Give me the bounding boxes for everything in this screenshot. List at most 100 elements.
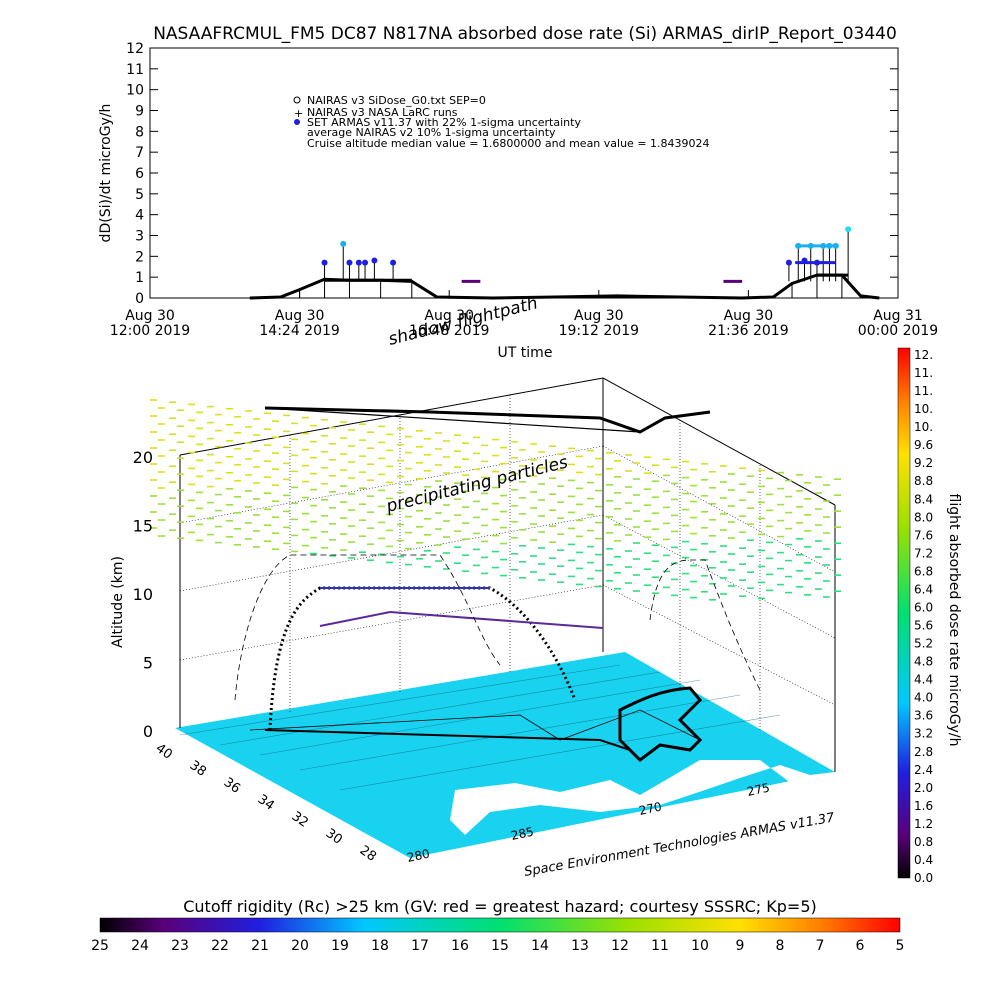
altitude-ticks: 0 5 10 15 20 xyxy=(133,448,153,741)
dose-rate-tick-label: 4.4 xyxy=(914,673,933,687)
legend-item-2: NAIRAS v3 NASA LaRC runs xyxy=(307,106,458,119)
rigidity-tick-label: 18 xyxy=(371,938,389,954)
dose-rate-tick-label: 10. xyxy=(914,402,933,416)
altitude-tick-label: 15 xyxy=(133,517,153,536)
ground-track-cluster xyxy=(618,686,703,762)
dose-rate-tick-label: 3.2 xyxy=(914,727,933,741)
y-tick-label: 10 xyxy=(126,83,144,99)
y-tick-label: 8 xyxy=(135,124,144,140)
legend-item-1: NAIRAS v3 SiDose_G0.txt SEP=0 xyxy=(307,94,486,107)
latitude-tick-label: 34 xyxy=(255,792,277,814)
y-tick-label: 1 xyxy=(135,270,144,286)
rigidity-tick-label: 15 xyxy=(491,938,509,954)
y-tick-label: 3 xyxy=(135,229,144,245)
legend-item-5: Cruise altitude median value = 1.6800000… xyxy=(307,137,710,150)
series-armas-point xyxy=(340,240,347,247)
dose-rate-tick-label: 3.6 xyxy=(914,709,933,723)
longitude-tick-label: 280 xyxy=(406,846,431,864)
x-tick-label-line1: Aug 30 xyxy=(424,308,474,324)
y-tick-label: 6 xyxy=(135,166,144,182)
precipitating-particles-field xyxy=(150,399,841,601)
dose-rate-tick-label: 10. xyxy=(914,420,933,434)
dose-rate-tick-label: 4.8 xyxy=(914,655,933,669)
rigidity-tick-label: 10 xyxy=(691,938,709,954)
cruise-segment-2 xyxy=(319,611,391,627)
series-armas-point xyxy=(346,259,353,266)
rigidity-tick-label: 12 xyxy=(611,938,629,954)
top-y-axis-label: dD(Si)/dt microGy/h xyxy=(98,104,114,243)
rigidity-colorbar-title: Cutoff rigidity (Rc) >25 km (GV: red = g… xyxy=(183,897,817,916)
dose-rate-tick-label: 8.4 xyxy=(914,492,933,506)
x-tick-label-line1: Aug 30 xyxy=(125,308,175,324)
series-armas-point xyxy=(321,259,328,266)
top-x-axis-label: UT time xyxy=(498,345,553,361)
latitude-tick-label: 38 xyxy=(187,758,209,780)
top-plot-frame xyxy=(149,47,899,299)
altitude-tick-label: 5 xyxy=(143,654,153,673)
dose-rate-tick-label: 11. xyxy=(914,366,933,380)
dose-rate-tick-label: 1.2 xyxy=(914,817,933,831)
rigidity-tick-label: 25 xyxy=(91,938,109,954)
chart-title: NASAAFRCMUL_FM5 DC87 N817NA absorbed dos… xyxy=(153,24,897,44)
high-altitude-track xyxy=(264,406,711,434)
y-tick-label: 12 xyxy=(126,41,144,57)
rigidity-tick-label: 13 xyxy=(571,938,589,954)
dose-rate-tick-label: 8.0 xyxy=(914,510,933,524)
series-nairas-line xyxy=(249,273,880,300)
legend-marker-plus: + xyxy=(294,107,303,120)
series-armas-point xyxy=(785,259,792,266)
latitude-tick-label: 30 xyxy=(323,826,345,848)
dose-rate-colorbar xyxy=(897,347,911,879)
legend-marker-diamond xyxy=(293,96,301,104)
altitude-tick-label: 10 xyxy=(133,585,153,604)
rigidity-tick-label: 6 xyxy=(856,938,865,954)
rigidity-tick-label: 11 xyxy=(651,938,669,954)
altitude-axis-label: Altitude (km) xyxy=(110,556,126,648)
top-chart-data xyxy=(249,226,880,300)
rigidity-tick-label: 23 xyxy=(171,938,189,954)
legend: NAIRAS v3 SiDose_G0.txt SEP=0 + NAIRAS v… xyxy=(293,94,710,150)
dose-rate-tick-label: 4.0 xyxy=(914,691,933,705)
rigidity-tick-label: 9 xyxy=(736,938,745,954)
dose-rate-tick-label: 11. xyxy=(914,384,933,398)
y-tick-label: 2 xyxy=(135,249,144,265)
longitude-tick-label: 275 xyxy=(746,780,771,798)
y-tick-label: 11 xyxy=(126,62,144,78)
rigidity-tick-label: 21 xyxy=(251,938,269,954)
latitude-tick-label: 32 xyxy=(289,809,311,831)
x-tick-label-line1: Aug 31 xyxy=(873,308,923,324)
longitude-tick-label: 270 xyxy=(638,799,663,817)
x-tick-label-line2: 16:48 2019 xyxy=(409,323,489,339)
legend-item-4: average NAIRAS v2 10% 1-sigma uncertaint… xyxy=(307,126,556,139)
dose-rate-tick-label: 6.0 xyxy=(914,600,933,614)
latitude-tick-label: 28 xyxy=(357,843,379,865)
dose-rate-tick-label: 9.2 xyxy=(914,456,933,470)
y-tick-label: 0 xyxy=(135,291,144,307)
rigidity-tick-label: 22 xyxy=(211,938,229,954)
rigidity-tick-label: 7 xyxy=(816,938,825,954)
rigidity-tick-label: 19 xyxy=(331,938,349,954)
series-armas-point xyxy=(390,259,397,266)
dose-rate-tick-label: 12. xyxy=(914,348,933,362)
shadow-flightpath-label: shadow flightpath xyxy=(386,293,539,349)
dose-rate-tick-label: 0.8 xyxy=(914,835,933,849)
altitude-tick-label: 20 xyxy=(133,448,153,467)
x-tick-label-line1: Aug 30 xyxy=(724,308,774,324)
longitude-ticks: 280 285 270 275 xyxy=(406,780,771,864)
rigidity-tick-label: 8 xyxy=(776,938,785,954)
series-armas-point xyxy=(362,259,369,266)
dose-rate-tick-label: 2.4 xyxy=(914,763,933,777)
dose-rate-tick-label: 1.6 xyxy=(914,799,933,813)
y-tick-label: 4 xyxy=(135,208,144,224)
dose-rate-colorbar-label: flight absorbed dose rate microGy/h xyxy=(946,494,962,747)
x-tick-label-line2: 21:36 2019 xyxy=(708,323,788,339)
dose-rate-tick-label: 5.6 xyxy=(914,619,933,633)
x-tick-label-line2: 19:12 2019 xyxy=(559,323,639,339)
series-armas-point xyxy=(355,259,362,266)
dose-rate-tick-label: 6.4 xyxy=(914,582,933,596)
x-tick-label-line2: 00:00 2019 xyxy=(858,323,938,339)
x-tick-label-line1: Aug 30 xyxy=(574,308,624,324)
x-tick-label-line1: Aug 30 xyxy=(275,308,325,324)
